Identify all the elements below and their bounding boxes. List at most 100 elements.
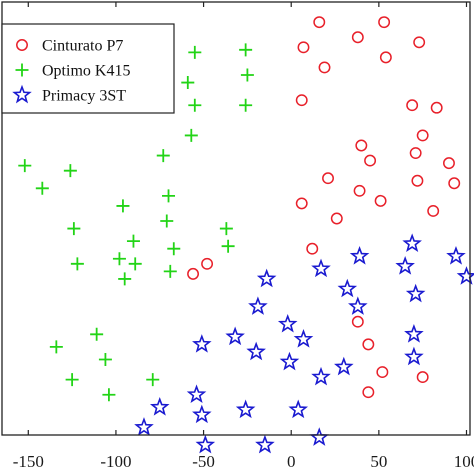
legend-marker-plus xyxy=(15,63,29,77)
data-point-plus xyxy=(184,128,198,142)
data-point-plus xyxy=(63,164,77,178)
data-point-circle xyxy=(409,147,422,159)
data-point-circle xyxy=(355,139,368,152)
legend-label: Optimo K415 xyxy=(42,63,130,80)
data-point-star xyxy=(288,399,309,419)
data-point-star xyxy=(334,356,354,376)
legend-marker-star xyxy=(12,84,32,104)
data-point-star xyxy=(192,334,212,353)
data-point-plus xyxy=(163,264,177,278)
data-point-plus xyxy=(156,149,170,163)
legend: Cinturato P7 Optimo K415 Primacy 3ST xyxy=(1,23,175,114)
legend-label: Cinturato P7 xyxy=(42,38,123,55)
data-point-plus xyxy=(188,98,202,112)
data-point-circle xyxy=(353,184,366,197)
data-point-circle xyxy=(411,174,424,187)
data-point-circle xyxy=(318,61,331,74)
data-point-circle xyxy=(351,31,364,44)
data-point-star xyxy=(348,296,368,315)
data-point-circle xyxy=(362,338,375,351)
data-point-circle xyxy=(374,194,387,207)
legend-box xyxy=(1,23,175,114)
axes-box xyxy=(1,1,471,436)
data-point-circle xyxy=(378,16,391,29)
data-point-plus xyxy=(65,373,79,387)
data-point-star xyxy=(279,351,300,371)
data-point-star xyxy=(293,329,314,348)
data-point-plus xyxy=(49,340,63,354)
data-point-plus xyxy=(162,189,176,203)
data-point-star xyxy=(337,278,358,298)
data-point-circle xyxy=(362,386,375,399)
data-point-star xyxy=(186,384,207,404)
data-point-circle xyxy=(413,36,426,49)
data-point-plus xyxy=(160,214,174,228)
x-tick-label: 0 xyxy=(287,452,296,471)
data-point-star xyxy=(456,266,474,285)
data-point-star xyxy=(256,268,277,288)
legend-marker-circle xyxy=(16,39,28,51)
data-point-star xyxy=(277,313,298,333)
x-tick-label: -150 xyxy=(13,452,44,471)
data-point-circle xyxy=(351,315,364,328)
legend-label: Primacy 3ST xyxy=(42,88,126,105)
data-point-star xyxy=(404,324,424,343)
data-point-plus xyxy=(90,327,104,341)
data-point-plus xyxy=(188,45,202,59)
data-point-star xyxy=(149,397,170,416)
data-point-plus xyxy=(118,272,132,286)
data-point-star xyxy=(311,258,331,278)
data-point-plus xyxy=(239,43,253,57)
data-point-circle xyxy=(313,16,326,29)
data-point-circle xyxy=(297,41,310,54)
data-point-star xyxy=(255,434,275,454)
data-point-circle xyxy=(306,242,319,255)
x-axis-ticks: -150 -100 -50 0 50 100 xyxy=(13,2,474,471)
data-point-plus xyxy=(18,159,32,173)
data-point-star xyxy=(225,326,245,346)
data-point-circle xyxy=(376,366,389,379)
data-point-circle xyxy=(322,172,334,185)
data-point-star xyxy=(405,283,426,303)
data-point-plus xyxy=(116,199,130,213)
data-point-plus xyxy=(146,373,160,387)
data-point-circle xyxy=(295,94,308,107)
data-point-circle xyxy=(364,154,377,167)
data-point-plus xyxy=(167,242,181,256)
x-tick-label: 50 xyxy=(370,452,387,471)
data-point-star xyxy=(246,341,266,361)
data-point-star xyxy=(311,366,331,386)
data-point-circle xyxy=(430,101,443,114)
data-point-plus xyxy=(240,68,254,82)
data-point-circle xyxy=(448,177,461,190)
data-point-circle xyxy=(416,371,429,384)
legend-entries: Cinturato P7 Optimo K415 Primacy 3ST xyxy=(12,38,130,105)
data-point-plus xyxy=(219,222,233,236)
data-point-star xyxy=(446,245,466,265)
data-point-circle xyxy=(427,204,440,217)
data-point-circle xyxy=(295,197,308,210)
data-point-plus xyxy=(67,222,81,236)
data-point-plus xyxy=(181,76,195,90)
data-point-circle xyxy=(187,267,200,280)
data-point-star xyxy=(395,256,415,275)
x-tick-label: 100 xyxy=(454,452,474,471)
data-point-plus xyxy=(126,234,140,248)
data-point-plus xyxy=(221,239,235,253)
data-markers xyxy=(18,16,474,454)
data-point-plus xyxy=(128,257,142,271)
data-point-star xyxy=(235,399,256,419)
data-point-star xyxy=(195,434,216,454)
data-point-plus xyxy=(112,252,126,266)
data-point-plus xyxy=(70,257,84,271)
data-point-circle xyxy=(443,157,455,170)
data-point-circle xyxy=(416,129,429,142)
data-point-star xyxy=(402,233,422,253)
data-point-star xyxy=(134,417,154,436)
series-circle xyxy=(187,16,461,399)
series-plus xyxy=(18,43,254,402)
data-point-plus xyxy=(98,352,112,366)
data-point-circle xyxy=(379,51,392,64)
data-point-circle xyxy=(201,257,214,270)
data-point-circle xyxy=(406,99,419,112)
